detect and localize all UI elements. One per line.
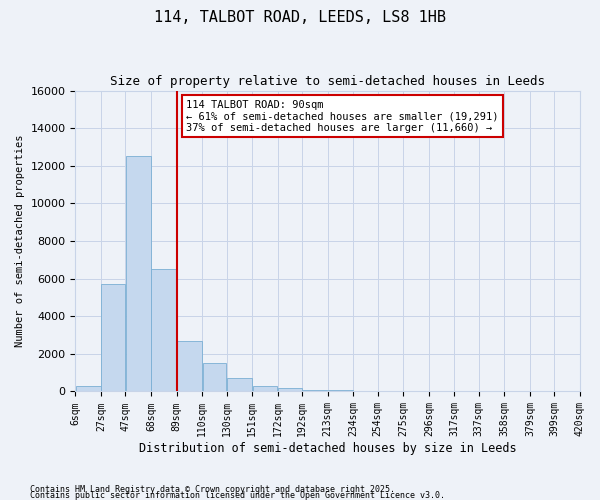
Bar — [177, 340, 202, 392]
Bar — [328, 390, 353, 392]
Title: Size of property relative to semi-detached houses in Leeds: Size of property relative to semi-detach… — [110, 75, 545, 88]
Text: 114, TALBOT ROAD, LEEDS, LS8 1HB: 114, TALBOT ROAD, LEEDS, LS8 1HB — [154, 10, 446, 25]
Bar — [353, 391, 377, 392]
Text: Contains HM Land Registry data © Crown copyright and database right 2025.: Contains HM Land Registry data © Crown c… — [30, 485, 395, 494]
Bar — [76, 386, 101, 392]
Bar — [101, 284, 125, 392]
Text: 114 TALBOT ROAD: 90sqm
← 61% of semi-detached houses are smaller (19,291)
37% of: 114 TALBOT ROAD: 90sqm ← 61% of semi-det… — [187, 100, 499, 133]
Y-axis label: Number of semi-detached properties: Number of semi-detached properties — [15, 135, 25, 348]
Bar — [278, 388, 302, 392]
Bar — [126, 156, 151, 392]
Bar — [203, 364, 226, 392]
Bar — [302, 390, 328, 392]
X-axis label: Distribution of semi-detached houses by size in Leeds: Distribution of semi-detached houses by … — [139, 442, 517, 455]
Bar — [151, 269, 176, 392]
Bar — [227, 378, 252, 392]
Text: Contains public sector information licensed under the Open Government Licence v3: Contains public sector information licen… — [30, 491, 445, 500]
Bar — [253, 386, 277, 392]
